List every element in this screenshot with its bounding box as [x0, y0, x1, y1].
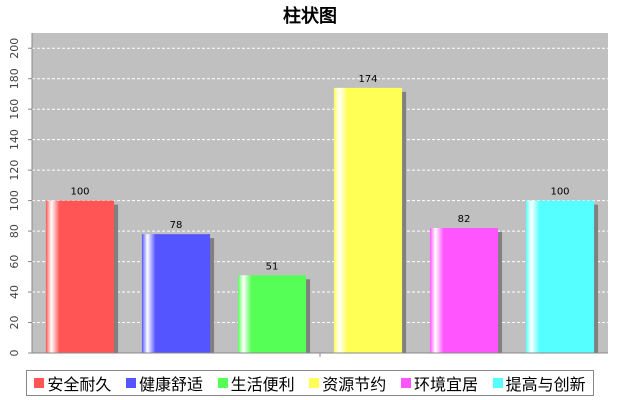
legend-item: 环境宜居: [400, 371, 478, 395]
data-label: 100: [550, 187, 569, 198]
legend-swatch: [217, 378, 228, 388]
legend-swatch: [309, 378, 320, 388]
bar: [141, 234, 211, 353]
y-tick-label: 200: [8, 38, 21, 59]
data-label: 82: [458, 214, 471, 225]
y-tick-label: 120: [8, 160, 21, 181]
legend-item: 资源节约: [309, 371, 386, 395]
legend-label: 资源节约: [322, 375, 387, 394]
bar: [237, 275, 307, 353]
y-tick-label: 160: [8, 99, 21, 120]
bar: [525, 200, 595, 353]
data-label: 78: [170, 220, 183, 231]
legend: 安全耐久 健康舒适 生活便利 资源节约 环境宜居 提高与创新: [26, 370, 594, 396]
bar-chart: 100 78 51 174 82 100 0 20 40 60 80 100 120 140 160 180…: [8, 33, 608, 357]
legend-item: 生活便利: [217, 371, 295, 395]
plot-background: [32, 33, 608, 353]
legend-label: 环境宜居: [413, 375, 478, 394]
y-tick-label: 180: [8, 68, 21, 89]
y-tick-label: 80: [8, 224, 21, 238]
legend-swatch: [34, 378, 45, 388]
y-tick-label: 60: [8, 255, 21, 269]
legend-swatch: [400, 378, 411, 388]
legend-swatch: [492, 378, 503, 388]
data-label: 51: [266, 261, 279, 272]
y-tick-label: 100: [8, 190, 21, 211]
bar: [333, 87, 403, 353]
legend-item: 提高与创新: [492, 371, 586, 395]
legend-label: 健康舒适: [138, 375, 203, 394]
legend-label: 生活便利: [230, 375, 295, 394]
data-label: 100: [70, 187, 89, 198]
y-tick-label: 0: [8, 350, 21, 357]
legend-swatch: [125, 378, 136, 388]
chart-title: 柱状图: [283, 6, 337, 27]
legend-label: 安全耐久: [47, 375, 112, 394]
bar: [45, 200, 115, 353]
data-label: 174: [358, 74, 377, 85]
legend-item: 健康舒适: [125, 371, 203, 395]
y-tick-label: 140: [8, 129, 21, 150]
legend-item: 安全耐久: [34, 371, 111, 395]
legend-label: 提高与创新: [505, 375, 586, 394]
y-tick-label: 20: [8, 316, 21, 330]
y-tick-label: 40: [8, 285, 21, 299]
bar: [429, 228, 499, 353]
